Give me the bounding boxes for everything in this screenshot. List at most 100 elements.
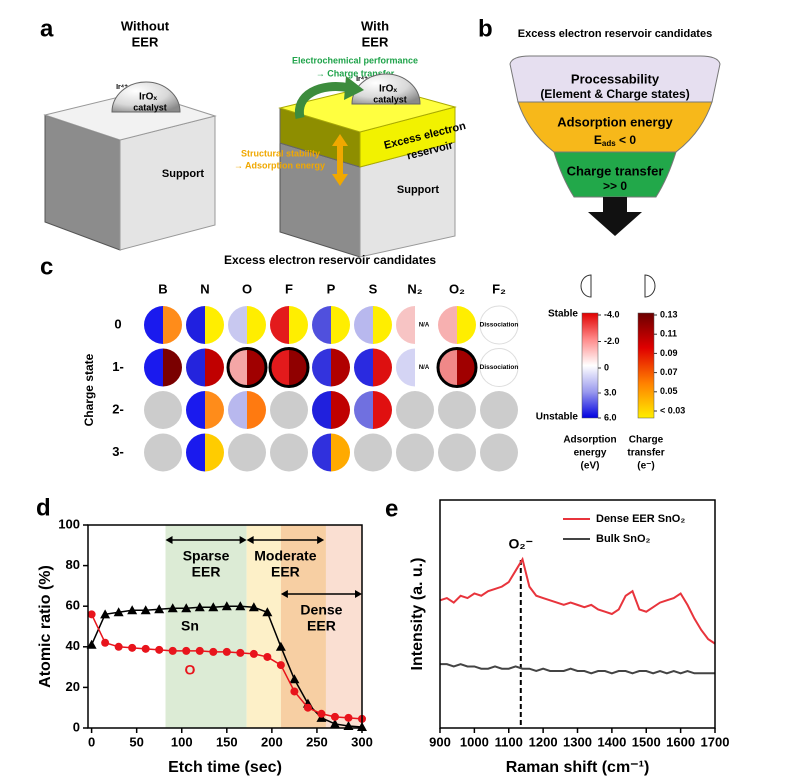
annotation: EER [307,618,336,634]
note: Structural stability [241,148,320,158]
left-half [312,433,331,472]
cell-label: Dissociation [480,322,519,329]
left-half [186,306,205,344]
x-tick-label: 0 [88,734,95,749]
tick-label: -2.0 [604,336,620,346]
point [235,601,246,611]
tick-label: -4.0 [604,309,620,319]
cell-label: N/A [419,365,430,371]
note: Electrochemical performance [292,55,418,65]
panel-title: Excess electron reservoir candidates [224,253,436,267]
empty-cell [438,433,476,472]
panel-a: a Without EER Ir⁴⁺ IrOₓ catalyst Support… [40,15,467,258]
point [289,674,300,684]
right-half [415,306,434,344]
right-half [373,306,392,344]
x-tick-label: 1300 [563,734,592,749]
left-half [144,348,163,387]
column-label: S [369,281,378,296]
symbol: E [594,133,602,147]
left-half [228,348,247,387]
point [263,652,272,661]
transfer-arrowhead [344,76,364,100]
empty-cell [144,433,182,472]
tick-label: 0.07 [660,367,678,377]
left-half [396,306,415,344]
bar-title: (eV) [581,461,600,472]
left-half [228,306,247,344]
stage-text: Adsorption energy [557,114,673,129]
x-tick-label: 50 [129,734,143,749]
right-half [457,306,476,344]
row-label: 1- [112,359,124,374]
panel-label: d [36,494,51,521]
column-label: B [158,281,167,296]
tick-label: 0 [604,362,609,372]
point [194,602,205,612]
left-half [438,348,457,387]
y-tick-label: 100 [58,516,80,531]
point [276,661,285,670]
row-label: 2- [112,401,124,416]
region [325,525,362,728]
point [262,607,273,617]
point [317,709,326,718]
catalyst: IrOₓ [379,84,397,95]
point [221,601,232,611]
heading: Without [121,18,170,33]
cell-label: N/A [419,323,430,329]
row-axis: Charge state [82,353,96,426]
annotation: EER [271,564,300,580]
right-half [247,306,266,344]
support: Support [397,184,439,196]
catalyst: catalyst [133,102,167,112]
panel-label: e [385,495,398,522]
tick-label: 0.13 [660,309,678,319]
left-half [354,306,373,344]
stable-label: Stable [548,309,578,320]
column-label: F [285,281,293,296]
point [195,646,204,655]
catalyst: catalyst [373,94,407,104]
funnel-stage [509,55,721,103]
dissociation-cell [479,348,519,387]
left-half [396,348,415,387]
subscript: ads [602,139,616,148]
catalyst: IrOₓ [139,92,157,103]
point [275,641,286,651]
empty-cell [270,433,308,472]
right-half [205,306,224,344]
x-axis-label: Etch time (sec) [168,759,282,776]
bar-title: energy [574,448,607,459]
annotation: Moderate [254,548,316,564]
ion: Ir⁴⁺ [116,84,128,91]
point [208,602,219,612]
x-tick-label: 250 [306,734,328,749]
annotation: EER [192,564,221,580]
condition: < 0 [616,133,637,147]
arrowhead [332,174,348,186]
x-tick-label: 100 [171,734,193,749]
panel-label: a [40,15,54,42]
point [167,603,178,613]
left-half [186,348,205,387]
panel-c: c Excess electron reservoir candidates C… [40,253,656,426]
tick-label: 0.05 [660,386,678,396]
right-half [247,348,266,387]
stage-text: (Element & Charge states) [540,87,689,101]
x-tick-label: 1500 [632,734,661,749]
tick-label: < 0.03 [660,405,685,415]
heading: EER [362,34,389,49]
right-half [289,348,308,387]
panel-title: Excess electron reservoir candidates [518,28,712,40]
point [86,639,97,649]
plot-frame [439,499,716,729]
point [154,604,165,614]
empty-cell [396,391,434,429]
empty-cell [354,433,392,472]
panel-label: b [478,15,493,42]
column-label: O [242,281,252,296]
right-half [457,348,476,387]
series-label: Sn [181,618,199,634]
